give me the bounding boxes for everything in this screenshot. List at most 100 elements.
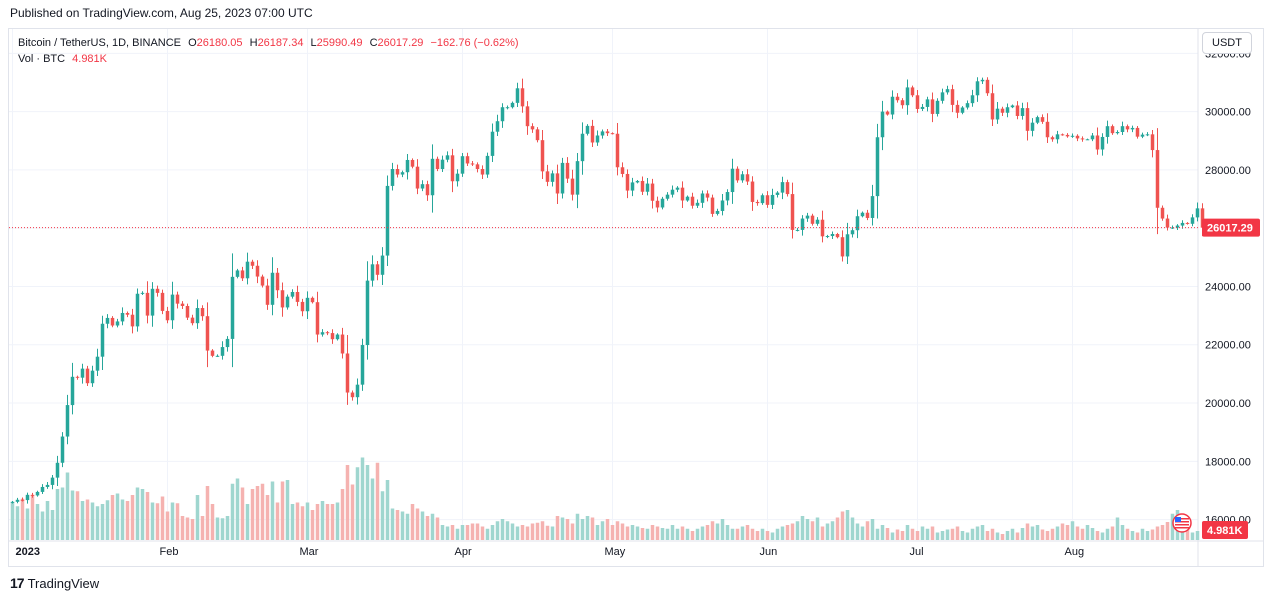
volume-bar — [1180, 531, 1185, 540]
candle-body — [680, 187, 685, 201]
candle-body — [1185, 222, 1190, 224]
volume-bar — [515, 526, 520, 540]
candle-body — [255, 265, 260, 277]
volume-bar — [1055, 526, 1060, 540]
volume-bar — [410, 504, 415, 540]
volume-bar — [1110, 526, 1115, 540]
candle-body — [855, 216, 860, 231]
volume-bar — [865, 521, 870, 540]
candle — [1010, 104, 1015, 109]
candle — [270, 257, 275, 316]
candle — [480, 165, 485, 179]
volume-bar — [65, 472, 70, 540]
volume-bar — [770, 532, 775, 540]
candle-body — [1100, 136, 1105, 150]
candle — [330, 329, 335, 344]
flag-circle — [1172, 513, 1192, 533]
candle-body — [505, 107, 510, 109]
candle-body — [105, 317, 110, 324]
volume-value: 4.981K — [72, 53, 108, 65]
volume-bar — [840, 511, 845, 540]
candle — [580, 122, 585, 175]
candle-body — [1070, 135, 1075, 137]
candle-body — [910, 87, 915, 96]
volume-bar — [145, 492, 150, 540]
volume-bar — [715, 523, 720, 540]
candle-body — [185, 305, 190, 318]
candle — [605, 129, 610, 136]
candle-body — [980, 79, 985, 82]
candle — [325, 330, 330, 336]
x-tick-label: Aug — [1065, 546, 1085, 558]
candle — [1055, 130, 1060, 144]
symbol-name[interactable]: Bitcoin / TetherUS, 1D, BINANCE — [18, 37, 182, 49]
candle-body — [35, 491, 40, 496]
volume-bar — [660, 528, 665, 540]
candle-body — [885, 111, 890, 115]
candle — [1120, 121, 1125, 136]
volume-bar — [15, 506, 20, 540]
candle-body — [610, 133, 615, 135]
candle-body — [955, 104, 960, 113]
candle-body — [1105, 126, 1110, 137]
volume-bar — [210, 504, 215, 540]
candle — [275, 268, 280, 299]
candle-body — [845, 234, 850, 257]
candle — [995, 102, 1000, 124]
candle-body — [560, 162, 565, 194]
x-tick-label: Apr — [455, 546, 472, 558]
currency-button[interactable]: USDT — [1202, 32, 1252, 54]
candle-body — [660, 198, 665, 208]
candle — [150, 282, 155, 327]
candle-body — [895, 96, 900, 101]
volume-bar — [75, 491, 80, 540]
volume-bar — [765, 531, 770, 540]
candle-body — [1130, 127, 1135, 130]
flag-stripe — [1175, 524, 1189, 526]
candle — [755, 199, 760, 206]
candle — [360, 338, 365, 391]
candle — [110, 316, 115, 328]
volume-bar — [190, 519, 195, 540]
candle-body — [635, 180, 640, 183]
volume-bar — [805, 519, 810, 540]
candle — [295, 285, 300, 307]
volume-bar — [985, 531, 990, 540]
volume-bar — [890, 532, 895, 540]
candle — [950, 84, 955, 113]
candle — [1130, 125, 1135, 133]
candle-body — [445, 155, 450, 160]
x-tick-label: Jul — [910, 546, 924, 558]
candle — [350, 390, 355, 401]
candle — [840, 230, 845, 262]
candle — [315, 291, 320, 343]
volume-bar — [385, 480, 390, 540]
candle — [170, 281, 175, 329]
candle — [635, 180, 640, 184]
candle-body — [650, 183, 655, 201]
candle — [235, 268, 240, 279]
candle-body — [760, 195, 765, 204]
candle — [145, 281, 150, 324]
candle-body — [1170, 227, 1175, 229]
candle-body — [970, 95, 975, 104]
candle — [1125, 124, 1130, 133]
candle-body — [870, 196, 875, 218]
candle-body — [270, 272, 275, 305]
volume-bar — [835, 517, 840, 540]
volume-bar — [490, 525, 495, 540]
candle-body — [1010, 105, 1015, 108]
candle — [80, 363, 85, 384]
candle — [395, 164, 400, 178]
candle-body — [195, 308, 200, 324]
candle-body — [390, 169, 395, 186]
volume-label[interactable]: Vol · BTC — [18, 53, 66, 65]
volume-bar — [1190, 532, 1195, 540]
candle — [725, 189, 730, 206]
y-tick-label: 22000.00 — [1205, 340, 1251, 352]
volume-bar — [665, 528, 670, 540]
x-tick-label: 2023 — [16, 546, 40, 558]
volume-bar — [220, 518, 225, 540]
volume-bar — [480, 526, 485, 540]
